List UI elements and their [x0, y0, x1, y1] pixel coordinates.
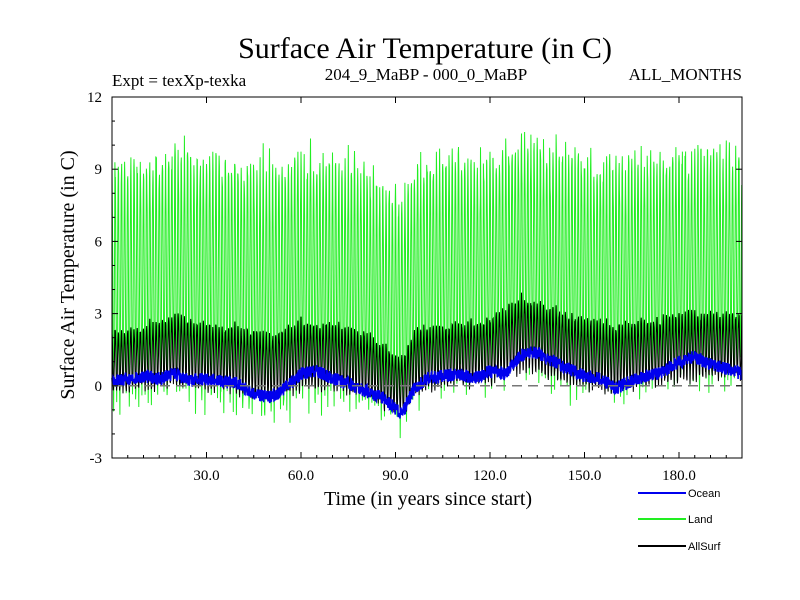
legend-label-allsurf: AllSurf: [688, 541, 721, 553]
y-tick-label: 6: [95, 234, 103, 250]
period-label: 204_9_MaBP - 000_0_MaBP: [325, 65, 527, 84]
experiment-label: Expt = texXp-texka: [112, 71, 247, 90]
y-tick-label: 9: [95, 162, 103, 178]
y-axis-label: Surface Air Temperature (in C): [57, 150, 79, 399]
x-tick-label: 30.0: [193, 468, 219, 484]
y-tick-label: 0: [95, 379, 103, 395]
plot-series-group: [111, 131, 743, 439]
x-tick-label: 60.0: [288, 468, 314, 484]
y-axis: -3 0 3 6 9 12: [87, 90, 742, 467]
x-tick-label: 180.0: [662, 468, 696, 484]
y-tick-label: 3: [95, 307, 103, 323]
plot-frame: [111, 96, 743, 459]
y-tick-label: 12: [87, 90, 102, 106]
x-axis-label: Time (in years since start): [324, 488, 532, 510]
x-axis: 30.0 60.0 90.0 120.0 150.0 180.0: [127, 97, 727, 484]
chart-title: Surface Air Temperature (in C): [238, 32, 612, 65]
months-label: ALL_MONTHS: [629, 65, 742, 84]
x-tick-label: 90.0: [382, 468, 408, 484]
legend-label-ocean: Ocean: [688, 488, 720, 500]
series-line-land: [111, 131, 743, 439]
series-line-ocean: [111, 346, 743, 419]
x-tick-label: 150.0: [568, 468, 602, 484]
legend: Ocean Land AllSurf: [638, 488, 721, 553]
y-tick-label: -3: [90, 451, 103, 467]
x-tick-label: 120.0: [473, 468, 507, 484]
legend-label-land: Land: [688, 514, 712, 526]
series-line-allsurf: [111, 292, 743, 416]
